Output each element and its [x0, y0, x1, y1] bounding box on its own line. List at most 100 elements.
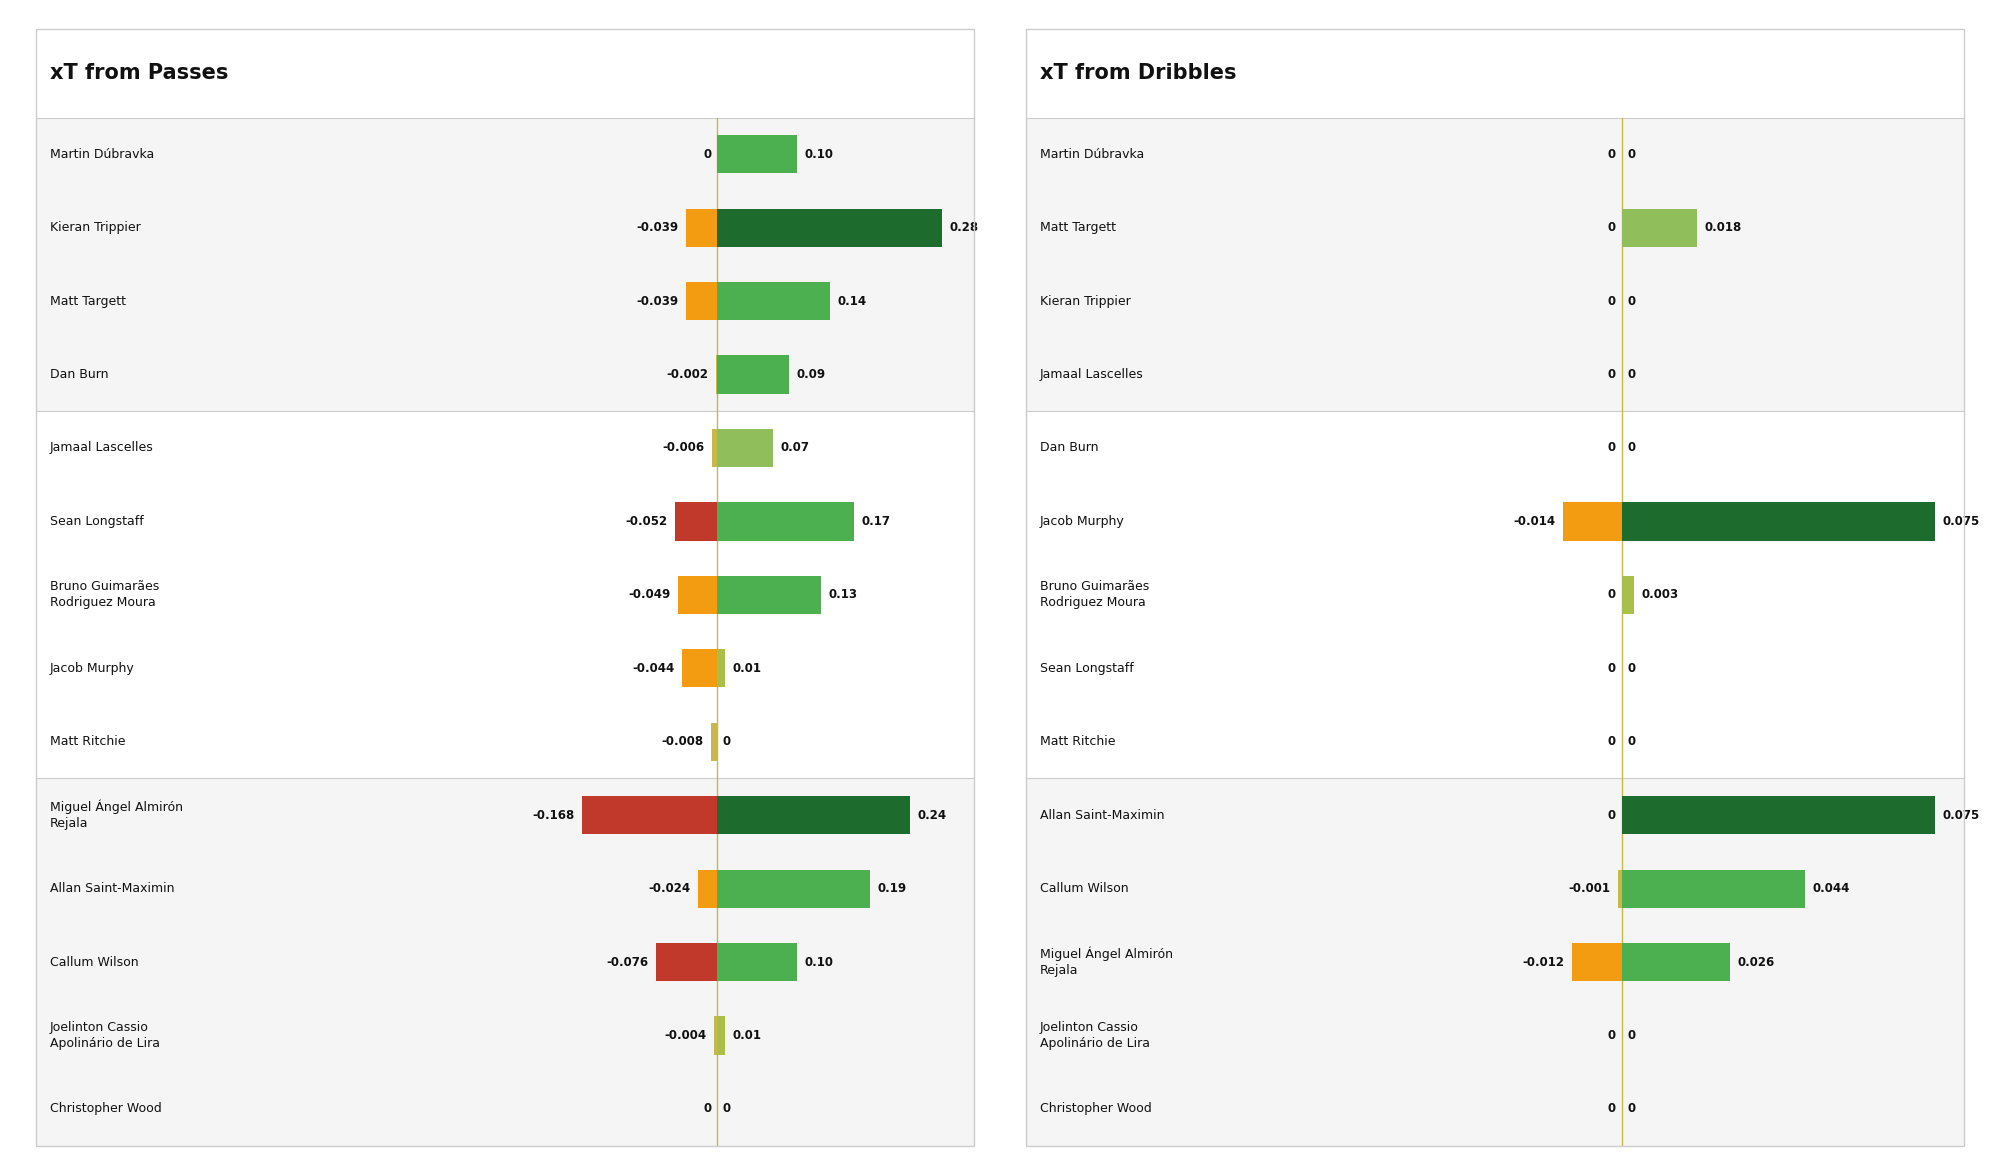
Text: 0.075: 0.075 — [1942, 808, 1980, 821]
Text: Callum Wilson: Callum Wilson — [1040, 882, 1128, 895]
Text: -0.014: -0.014 — [1514, 515, 1556, 528]
Text: 0.09: 0.09 — [796, 368, 826, 381]
Text: Dan Burn: Dan Burn — [1040, 442, 1098, 455]
Bar — [1026, 29, 1964, 118]
Text: 0.10: 0.10 — [804, 148, 834, 161]
Text: Allan Saint-Maximin: Allan Saint-Maximin — [50, 882, 174, 895]
Text: 0.026: 0.026 — [1738, 955, 1776, 968]
Bar — [718, 503, 854, 540]
Text: Christopher Wood: Christopher Wood — [50, 1102, 162, 1115]
Bar — [682, 649, 718, 687]
Text: 0: 0 — [1628, 662, 1636, 674]
Text: 0.07: 0.07 — [780, 442, 810, 455]
Text: -0.039: -0.039 — [636, 221, 678, 234]
Bar — [36, 411, 974, 778]
Text: -0.044: -0.044 — [632, 662, 674, 674]
Bar — [1026, 778, 1964, 1146]
Bar — [36, 778, 974, 1146]
Bar — [1622, 209, 1696, 247]
Text: -0.006: -0.006 — [662, 442, 704, 455]
Bar — [714, 1016, 718, 1055]
Text: Martin Dúbravka: Martin Dúbravka — [1040, 148, 1144, 161]
Text: Matt Targett: Matt Targett — [50, 295, 126, 308]
Text: Matt Targett: Matt Targett — [1040, 221, 1116, 234]
Text: Callum Wilson: Callum Wilson — [50, 955, 138, 968]
Bar — [718, 576, 822, 613]
Text: -0.012: -0.012 — [1522, 955, 1564, 968]
Text: Jacob Murphy: Jacob Murphy — [50, 662, 134, 674]
Bar — [718, 942, 798, 981]
Bar — [1026, 411, 1964, 778]
Text: 0.075: 0.075 — [1942, 515, 1980, 528]
Text: 0: 0 — [1608, 148, 1616, 161]
Text: 0: 0 — [1628, 148, 1636, 161]
Text: -0.024: -0.024 — [648, 882, 690, 895]
Text: 0: 0 — [1608, 295, 1616, 308]
Text: 0.01: 0.01 — [732, 662, 762, 674]
Bar — [1026, 118, 1964, 411]
Text: Jamaal Lascelles: Jamaal Lascelles — [1040, 368, 1144, 381]
Bar — [36, 118, 974, 411]
Text: Joelinton Cassio
Apolinário de Lira: Joelinton Cassio Apolinário de Lira — [1040, 1021, 1150, 1050]
Bar — [712, 429, 718, 466]
Bar — [582, 797, 718, 834]
Bar — [718, 870, 870, 907]
Text: -0.001: -0.001 — [1568, 882, 1610, 895]
Text: Christopher Wood: Christopher Wood — [1040, 1102, 1152, 1115]
Text: 0.17: 0.17 — [862, 515, 890, 528]
Text: 0.018: 0.018 — [1704, 221, 1742, 234]
Bar — [718, 282, 830, 320]
Text: 0.28: 0.28 — [950, 221, 978, 234]
Bar — [676, 503, 718, 540]
Text: 0: 0 — [1628, 368, 1636, 381]
Text: xT from Passes: xT from Passes — [50, 63, 228, 83]
Text: Bruno Guimarães
Rodriguez Moura: Bruno Guimarães Rodriguez Moura — [50, 580, 160, 610]
Text: 0: 0 — [1608, 589, 1616, 602]
Text: 0: 0 — [1608, 1102, 1616, 1115]
Text: 0: 0 — [1628, 295, 1636, 308]
Text: -0.076: -0.076 — [606, 955, 648, 968]
Text: 0: 0 — [1608, 368, 1616, 381]
Text: 0: 0 — [1608, 662, 1616, 674]
Text: Joelinton Cassio
Apolinário de Lira: Joelinton Cassio Apolinário de Lira — [50, 1021, 160, 1050]
Text: 0.13: 0.13 — [828, 589, 858, 602]
Text: 0: 0 — [1628, 1029, 1636, 1042]
Text: 0: 0 — [1608, 1029, 1616, 1042]
Text: 0: 0 — [704, 148, 712, 161]
Text: Jacob Murphy: Jacob Murphy — [1040, 515, 1124, 528]
Bar — [656, 942, 718, 981]
Bar — [1572, 942, 1622, 981]
Bar — [718, 355, 790, 394]
Text: 0: 0 — [1608, 442, 1616, 455]
Text: Matt Ritchie: Matt Ritchie — [50, 736, 126, 748]
Text: 0: 0 — [1608, 736, 1616, 748]
Text: Kieran Trippier: Kieran Trippier — [1040, 295, 1130, 308]
Text: -0.168: -0.168 — [532, 808, 574, 821]
Text: 0.10: 0.10 — [804, 955, 834, 968]
Text: 0: 0 — [1628, 736, 1636, 748]
Bar — [686, 209, 718, 247]
Text: 0.044: 0.044 — [1812, 882, 1850, 895]
Text: Sean Longstaff: Sean Longstaff — [50, 515, 144, 528]
Bar — [1622, 797, 1934, 834]
Bar — [678, 576, 718, 613]
Text: Allan Saint-Maximin: Allan Saint-Maximin — [1040, 808, 1164, 821]
Text: 0.01: 0.01 — [732, 1029, 762, 1042]
Text: Kieran Trippier: Kieran Trippier — [50, 221, 140, 234]
Text: 0.19: 0.19 — [878, 882, 906, 895]
Text: Dan Burn: Dan Burn — [50, 368, 108, 381]
Text: 0.24: 0.24 — [918, 808, 946, 821]
Bar — [1622, 503, 1934, 540]
Text: Sean Longstaff: Sean Longstaff — [1040, 662, 1134, 674]
Bar — [718, 797, 910, 834]
Text: Miguel Ángel Almirón
Rejala: Miguel Ángel Almirón Rejala — [50, 800, 184, 831]
Text: Bruno Guimarães
Rodriguez Moura: Bruno Guimarães Rodriguez Moura — [1040, 580, 1150, 610]
Text: Martin Dúbravka: Martin Dúbravka — [50, 148, 154, 161]
Bar — [1564, 503, 1622, 540]
Text: 0.14: 0.14 — [838, 295, 866, 308]
Bar — [1618, 870, 1622, 907]
Bar — [718, 209, 942, 247]
Text: 0: 0 — [704, 1102, 712, 1115]
Text: -0.049: -0.049 — [628, 589, 670, 602]
Text: -0.008: -0.008 — [662, 736, 704, 748]
